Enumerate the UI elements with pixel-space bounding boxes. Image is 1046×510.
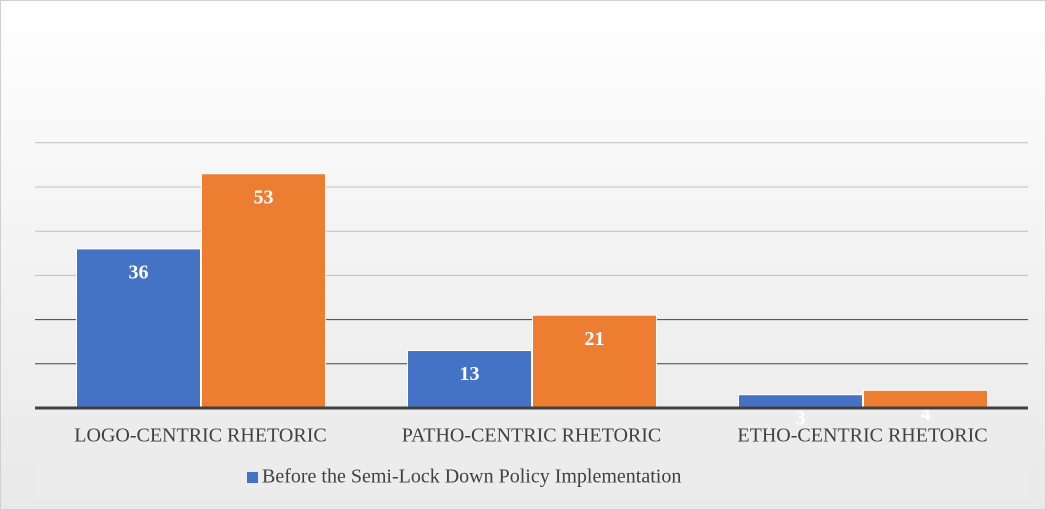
data-label: 36 [129, 261, 149, 283]
bar [201, 173, 326, 409]
data-label: 21 [585, 328, 605, 350]
bar [738, 394, 863, 409]
data-label: 13 [460, 363, 480, 385]
x-tick-label: PATHO-CENTRIC RHETORIC [402, 425, 661, 447]
x-tick-label: ETHO-CENTRIC RHETORIC [737, 425, 987, 447]
legend-swatch [247, 472, 258, 483]
bar [76, 248, 201, 409]
data-label: 53 [254, 186, 274, 208]
x-tick-label: LOGO-CENTRIC RHETORIC [74, 425, 326, 447]
legend-box [35, 456, 1028, 500]
data-label: 4 [921, 403, 931, 425]
legend-label: Before the Semi-Lock Down Policy Impleme… [262, 466, 681, 488]
data-label: 3 [796, 407, 806, 429]
bar [532, 314, 657, 409]
